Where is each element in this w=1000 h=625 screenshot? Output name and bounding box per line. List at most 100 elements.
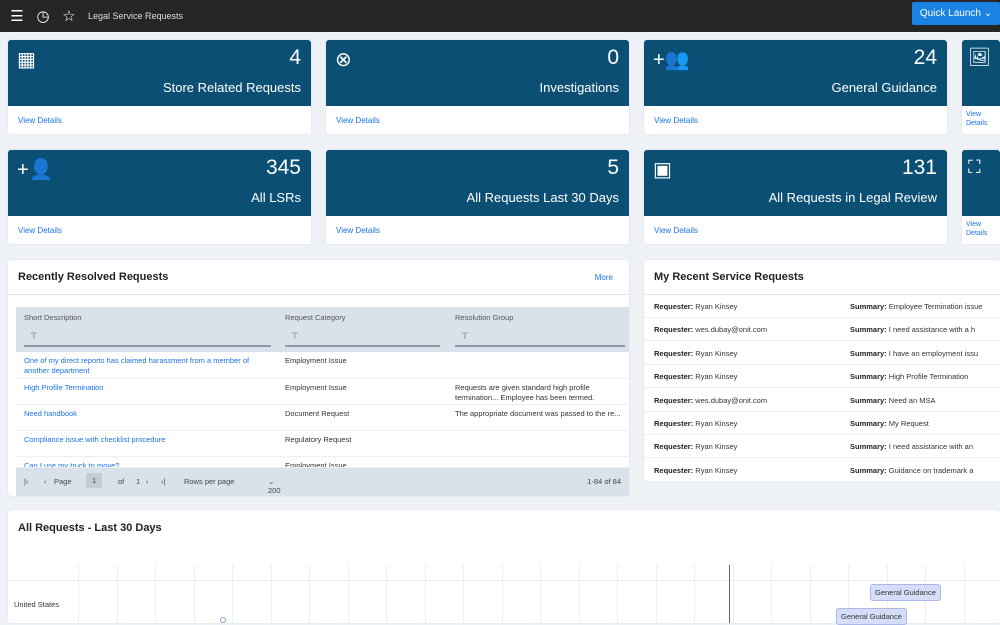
grid-line [809, 565, 811, 625]
stat-card-header: 5 All Requests Last 30 Days [326, 150, 629, 216]
grid-line [578, 565, 580, 625]
stat-value: 131 [901, 156, 937, 179]
row-divider [8, 580, 1000, 581]
filter-input[interactable]: ⊤ [24, 331, 271, 347]
stat-card: ▣ 131 All Requests in Legal Review View Det… [644, 150, 947, 244]
list-item[interactable]: Requester: wes.dubay@onit.com Summary: Ne… [644, 389, 1000, 412]
list-item[interactable]: Requester: Ryan Kinsey Summary: Guidance … [644, 459, 1000, 482]
requester-label: Requester: [654, 348, 694, 358]
request-category: Employment Issue [285, 461, 347, 468]
timeline-item[interactable]: General Guidance [870, 584, 941, 601]
stat-label: All Requests in Legal Review [768, 190, 937, 205]
range-label: 1-84 of 84 [587, 477, 621, 486]
requester-label: Requester: [654, 442, 694, 452]
stat-card-header: +👥 24 General Guidance [644, 40, 947, 106]
filter-icon: ⊤ [461, 331, 469, 341]
short-description-link[interactable]: High Profile Termination [24, 383, 104, 392]
grid-line [771, 565, 772, 625]
view-details-link[interactable]: View Details [18, 116, 62, 125]
filter-input[interactable]: ⊤ [285, 331, 440, 347]
view-details-link[interactable]: View Details [336, 116, 380, 125]
requester-value: Ryan Kinsey [695, 465, 738, 475]
resolution-group: The appropriate document was passed to t… [455, 409, 621, 418]
list-item[interactable]: Requester: Ryan Kinsey Summary: My Reques… [644, 412, 1000, 435]
requester-label: Requester: [654, 325, 694, 335]
list-item[interactable]: Requester: Ryan Kinsey Summary: I need as… [644, 435, 1000, 459]
view-details-link[interactable]: View Details [18, 226, 62, 235]
prev-page-button[interactable]: ‹ [44, 477, 47, 486]
short-description-link[interactable]: One of my direct reports has claimed har… [24, 356, 250, 375]
grid-line [424, 565, 426, 625]
view-details-link[interactable]: View Details [654, 226, 698, 235]
stat-value: 4 [289, 46, 301, 69]
grid-line [193, 565, 195, 625]
timeline-panel: All Requests - Last 30 Days United State… [8, 510, 1000, 625]
menu-icon[interactable]: ☰ [10, 8, 24, 25]
next-page-button[interactable]: › [146, 477, 149, 486]
app-title: Legal Service Requests [88, 11, 184, 21]
requester-value: Ryan Kinsey [695, 302, 738, 311]
timeline-item[interactable]: General Guidance [836, 608, 907, 625]
stat-label: All Requests Last 30 Days [466, 190, 619, 205]
fullscreen-icon: ⛶ [968, 157, 981, 177]
list-item[interactable]: Requester: Ryan Kinsey Summary: I have an… [644, 342, 1000, 365]
summary-label: Summary: [850, 325, 887, 335]
view-details-link[interactable]: View Details [336, 226, 380, 235]
stat-card: ▦ 4 Store Related Requests View Details [8, 40, 311, 134]
page-input[interactable]: 1 [86, 473, 103, 488]
summary-value: I need assistance with a h [888, 325, 976, 335]
list-item[interactable]: Requester: Ryan Kinsey Summary: Employee … [644, 295, 1000, 318]
history-icon[interactable]: ◷ [36, 8, 50, 25]
requester-value: wes.dubay@onit.com [695, 395, 768, 405]
table-row: One of my direct reports has claimed har… [16, 352, 629, 379]
quick-launch-label: Quick Launch [919, 8, 981, 19]
view-details-link[interactable]: View Details [654, 116, 698, 125]
page-label: Page [54, 477, 72, 486]
more-link[interactable]: More [594, 273, 613, 282]
grid-line [501, 565, 503, 625]
request-category: Regulatory Request [285, 435, 352, 444]
panel-title: My Recent Service Requests [644, 260, 1000, 295]
rows-per-page-select[interactable]: 200 ⌄ [268, 477, 281, 495]
short-description-link[interactable]: Need handbook [24, 409, 77, 418]
summary-label: Summary: [850, 395, 887, 405]
star-icon[interactable]: ☆ [62, 8, 76, 25]
requester-value: Ryan Kinsey [695, 442, 738, 452]
short-description-link[interactable]: Compliance issue with checklist procedur… [24, 435, 166, 444]
column-header[interactable]: Short Description [24, 313, 82, 322]
recently-resolved-panel: Recently Resolved Requests More Short De… [8, 260, 629, 496]
table-row: Compliance issue with checklist procedur… [16, 431, 629, 457]
last-page-button[interactable]: ›| [161, 477, 166, 486]
timeline-point[interactable] [220, 617, 226, 623]
summary-value: I need assistance with an [888, 442, 973, 452]
grid-line [116, 565, 118, 625]
requester-label: Requester: [654, 465, 694, 475]
pagination: |‹ ‹ Page 1 of 1 › ›| Rows per page 200 … [16, 468, 629, 496]
stat-card-header: ▦ 4 Store Related Requests [8, 40, 311, 106]
requester-label: Requester: [654, 419, 694, 428]
stat-value: 5 [607, 156, 619, 179]
view-details-link[interactable]: View Details [966, 221, 988, 237]
short-description-link[interactable]: Can I use my truck to move? [24, 461, 120, 468]
grid-line [155, 565, 156, 625]
filter-input[interactable]: ⊤ [455, 331, 625, 347]
table-header: Short Description Request Category Resol… [16, 307, 629, 352]
grid-line [309, 565, 310, 625]
total-pages: 1 [136, 477, 141, 486]
view-details-link[interactable]: View Details [966, 111, 988, 127]
stat-card-header: ⊗ 0 Investigations [326, 40, 629, 106]
request-category: Employment Issue [285, 383, 347, 392]
stat-card: ⊗ 0 Investigations View Details [326, 40, 629, 134]
requester-label: Requester: [654, 395, 694, 405]
column-header[interactable]: Request Category [285, 313, 346, 322]
list-item[interactable]: Requester: Ryan Kinsey Summary: High Prof… [644, 365, 1000, 389]
column-header[interactable]: Resolution Group [455, 313, 514, 322]
group-label: United States [14, 600, 60, 609]
summary-label: Summary: [850, 465, 887, 475]
quick-launch-button[interactable]: Quick Launch ⌄ [912, 2, 1000, 25]
current-time-line [729, 565, 730, 623]
panel-title: All Requests - Last 30 Days [18, 521, 162, 534]
first-page-button[interactable]: |‹ [24, 477, 29, 486]
list-item[interactable]: Requester: wes.dubay@onit.com Summary: I … [644, 318, 1000, 342]
stat-card-header: ▣ 131 All Requests in Legal Review [644, 150, 947, 216]
